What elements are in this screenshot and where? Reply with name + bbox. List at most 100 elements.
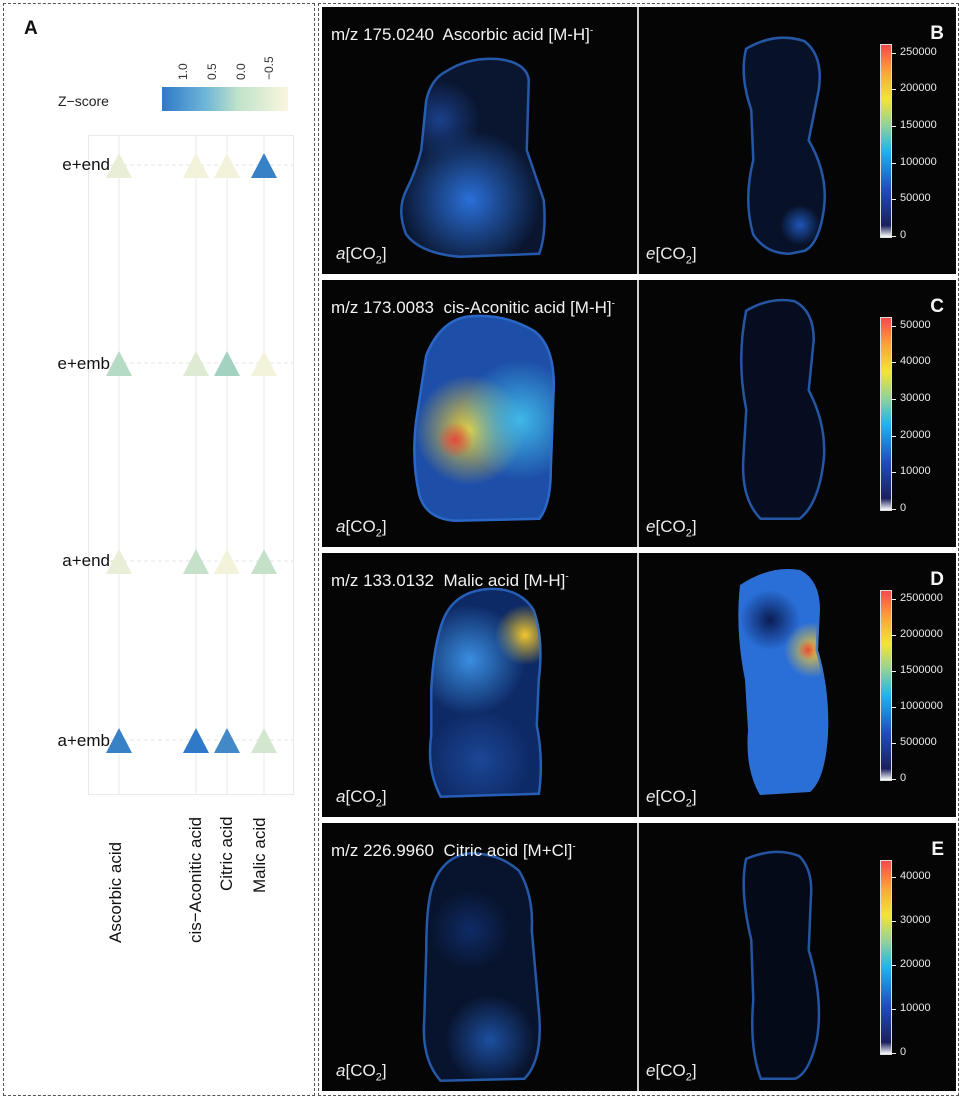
- zscore-triangle-0-0: [106, 153, 132, 178]
- panel-letter: D: [930, 569, 944, 590]
- colorbar-tick-mark: [891, 398, 896, 400]
- adduct: [M-H]: [565, 298, 612, 317]
- image-divider: [637, 7, 639, 274]
- column-label: Citric acid: [217, 816, 236, 891]
- group-label-a: a[CO2]: [336, 516, 387, 539]
- zscore-tick: 1.0: [176, 63, 190, 80]
- panel-letter: E: [931, 839, 944, 860]
- panel-letter: B: [930, 23, 944, 44]
- mz-title: m/z 175.0240 Ascorbic acid [M-H]-: [331, 25, 593, 45]
- colorbar-tick-label: 200000: [900, 82, 937, 95]
- row-label: a+emb: [57, 731, 110, 750]
- tissue-section-a: [400, 57, 546, 258]
- tissue-section-a: [422, 852, 541, 1082]
- colorbar-tick-mark: [891, 1053, 896, 1054]
- zscore-triangle-2-3: [251, 549, 277, 574]
- colorbar-tick-label: 0: [900, 229, 907, 241]
- colorbar-tick-label: 2000000: [900, 627, 943, 640]
- intensity-colorbar: [880, 317, 892, 511]
- column-label: Ascorbic acid: [106, 841, 125, 943]
- intensity-colorbar: [880, 860, 892, 1055]
- column-label: Malic acid: [250, 817, 269, 893]
- zscore-triangle-2-0: [106, 549, 132, 574]
- colorbar-tick-label: 0: [900, 772, 907, 784]
- compound-name: Malic acid: [434, 571, 520, 590]
- colorbar-tick-label: 20000: [900, 958, 931, 971]
- colorbar-tick-mark: [891, 472, 896, 474]
- tissue-section-e: [740, 298, 826, 520]
- colorbar-tick-label: 50000: [900, 192, 931, 205]
- colorbar-tick-label: 30000: [900, 914, 931, 927]
- colorbar-tick-mark: [891, 877, 896, 879]
- panel-letter: C: [930, 296, 944, 317]
- compound-name: cis-Aconitic acid: [434, 298, 566, 317]
- mz-value: m/z 226.9960: [331, 841, 435, 860]
- group-label-e: e[CO2]: [646, 786, 697, 809]
- colorbar-tick-label: 150000: [900, 118, 937, 131]
- colorbar-tick-mark: [891, 670, 896, 672]
- tissue-section-e: [738, 569, 829, 795]
- adduct: [M-H]: [519, 571, 566, 590]
- colorbar-tick-mark: [891, 634, 896, 636]
- colorbar-tick-mark: [891, 325, 896, 327]
- zscore-triangle-0-2: [214, 153, 240, 178]
- colorbar-tick-label: 40000: [900, 355, 931, 368]
- colorbar-tick-mark: [891, 706, 896, 708]
- colorbar-tick-label: 40000: [900, 870, 931, 883]
- zscore-triangle-0-1: [183, 153, 209, 178]
- tissue-images: [428, 569, 829, 798]
- row-label: e+end: [62, 155, 110, 174]
- group-label-a: a[CO2]: [336, 243, 387, 266]
- colorbar-tick-mark: [891, 742, 896, 744]
- zscore-triangle-3-1: [183, 728, 209, 753]
- colorbar-tick-label: 500000: [900, 735, 937, 748]
- colorbar-tick-label: 2500000: [900, 591, 943, 604]
- zscore-triangle-1-3: [251, 351, 277, 376]
- tissue-images: [413, 298, 826, 522]
- row-label: e+emb: [57, 354, 110, 373]
- zscore-triangle-1-1: [183, 351, 209, 376]
- zscore-triangle-2-2: [214, 549, 240, 574]
- image-divider: [637, 553, 639, 817]
- adduct: [M-H]: [543, 25, 590, 44]
- colorbar-tick-label: 10000: [900, 1002, 931, 1015]
- colorbar-tick-label: 20000: [900, 428, 931, 441]
- zscore-triangle-3-0: [106, 728, 132, 753]
- zscore-triangle-3-3: [251, 728, 277, 753]
- mz-value: m/z 173.0083: [331, 298, 435, 317]
- colorbar-tick-label: 100000: [900, 155, 937, 168]
- adduct-charge: -: [565, 571, 569, 583]
- colorbar-tick-mark: [891, 509, 896, 510]
- colorbar-tick-mark: [891, 162, 896, 164]
- colorbar-tick-label: 250000: [900, 45, 937, 58]
- zscore-colorbar: [162, 87, 288, 111]
- colorbar-tick-mark: [891, 199, 896, 201]
- mz-value: m/z 133.0132: [331, 571, 435, 590]
- row-label: a+end: [62, 551, 110, 570]
- colorbar-tick-mark: [891, 921, 896, 923]
- colorbar-tick-label: 10000: [900, 465, 931, 478]
- colorbar-tick-mark: [891, 362, 896, 364]
- colorbar-tick-label: 30000: [900, 391, 931, 404]
- mz-value: m/z 175.0240: [331, 25, 435, 44]
- zscore-legend-title: Z−score: [58, 93, 109, 109]
- colorbar-tick-mark: [891, 125, 896, 127]
- colorbar-tick-label: 0: [900, 502, 907, 514]
- group-label-e: e[CO2]: [646, 243, 697, 266]
- compound-name: Ascorbic acid: [434, 25, 544, 44]
- zscore-triangle-0-3: [251, 153, 277, 178]
- zscore-plot-area: [88, 135, 294, 795]
- colorbar-tick-mark: [891, 236, 896, 237]
- zscore-triangle-2-1: [183, 549, 209, 574]
- adduct-charge: -: [589, 25, 594, 37]
- zscore-tick: 0.0: [234, 63, 248, 80]
- column-label: cis−Aconitic acid: [186, 816, 205, 943]
- colorbar-tick-label: 50000: [900, 318, 931, 331]
- adduct-charge: -: [611, 298, 615, 310]
- colorbar-tick-mark: [891, 1009, 896, 1011]
- compound-name: Citric acid: [434, 841, 519, 860]
- adduct: [M+Cl]: [518, 841, 573, 860]
- zscore-triangle-3-2: [214, 728, 240, 753]
